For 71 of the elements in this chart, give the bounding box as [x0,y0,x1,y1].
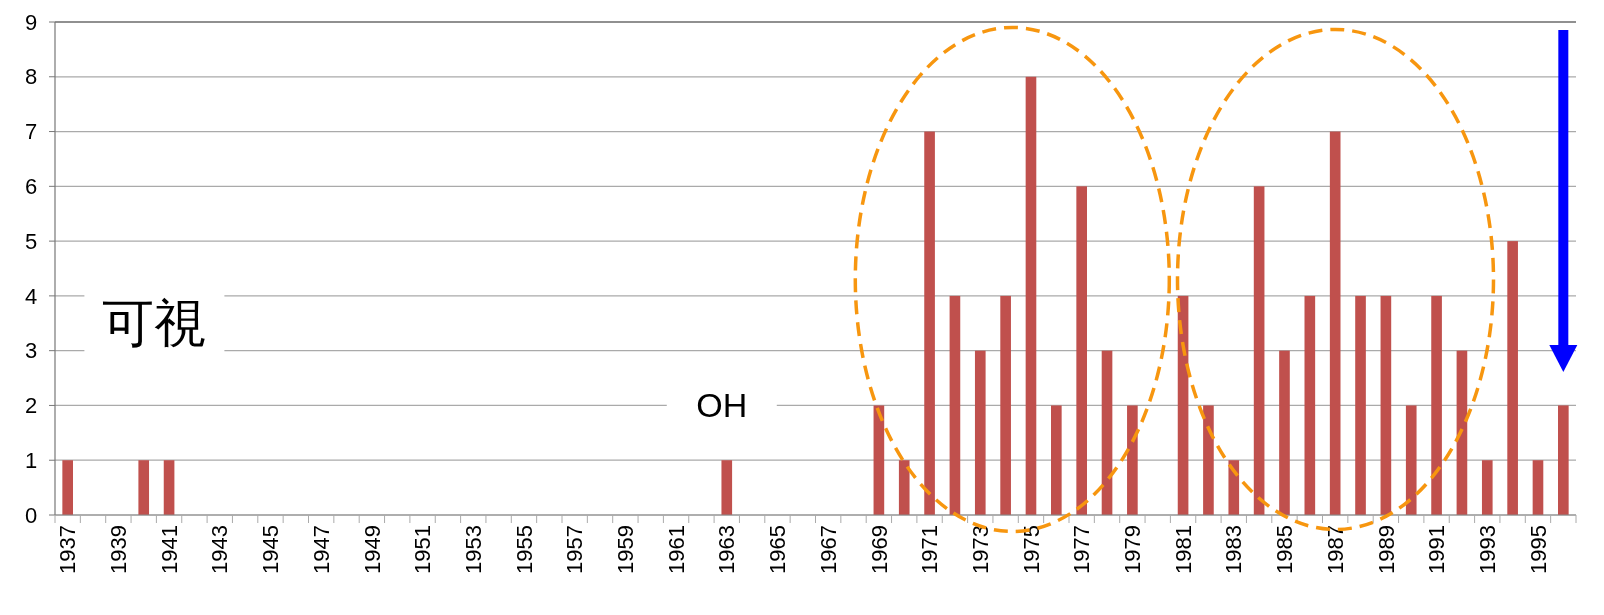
bar [1127,405,1138,515]
x-tick-label: 1959 [613,525,639,574]
x-tick-label: 1981 [1170,525,1196,574]
bar [1228,460,1240,515]
bar [949,295,961,515]
bar [1304,295,1316,515]
bar [1431,295,1442,515]
x-tick-label: 1965 [765,525,791,574]
bar [1025,76,1037,515]
x-tick-label: 1987 [1322,525,1348,574]
x-tick-label: 1941 [156,525,182,574]
bar [1380,295,1392,515]
x-tick-label: 1973 [967,525,993,574]
bar [1456,350,1468,515]
x-tick-label: 1985 [1272,525,1298,574]
x-tick-label: 1947 [308,525,334,574]
y-tick-label: 4 [24,283,38,309]
y-tick-label: 7 [24,119,38,145]
bar [1101,350,1113,515]
x-tick-label: 1967 [815,525,841,574]
x-tick-label: 1955 [511,525,537,574]
bar [1253,186,1265,515]
x-tick-label: 1991 [1424,525,1450,574]
bar [1203,405,1214,515]
x-tick-label: 1939 [106,525,132,574]
bar [1000,295,1011,515]
bar [163,460,175,515]
y-tick-label: 6 [24,174,38,200]
bar [1329,131,1341,515]
x-tick-label: 1957 [562,525,588,574]
bar [138,460,150,515]
x-tick-label: 1983 [1221,525,1247,574]
y-tick-label: 2 [24,393,38,419]
bar [898,460,910,515]
x-tick-label: 1945 [258,525,284,574]
x-tick-label: 1977 [1069,525,1095,574]
bar [974,350,986,515]
bar [1558,405,1569,515]
x-tick-label: 1969 [866,525,892,574]
x-tick-label: 1951 [410,525,436,574]
x-tick-label: 1963 [714,525,740,574]
bar [1279,350,1290,515]
annotation: 可視 [102,294,207,353]
x-tick-label: 1961 [663,525,689,574]
bar [1355,295,1366,515]
x-tick-label: 1989 [1373,525,1399,574]
x-tick-label: 1953 [460,525,486,574]
y-tick-label: 0 [24,502,38,528]
bar [1481,460,1493,515]
annotation: OH [696,386,748,425]
x-tick-label: 1971 [917,525,943,574]
x-tick-label: 1993 [1474,525,1500,574]
bar [1405,405,1417,515]
y-tick-label: 8 [24,64,38,90]
bar [1051,405,1062,515]
x-tick-label: 1949 [359,525,385,574]
bar [1507,241,1518,515]
y-tick-label: 9 [24,9,38,35]
x-tick-label: 1995 [1525,525,1551,574]
bar [1076,186,1087,515]
y-tick-label: 1 [24,447,38,473]
y-tick-label: 5 [24,228,38,254]
bar [62,460,73,515]
bar [721,460,733,515]
x-tick-label: 1979 [1120,525,1146,574]
x-tick-label: 1937 [55,525,81,574]
bar [924,131,935,515]
x-tick-label: 1943 [207,525,233,574]
bar [1532,460,1544,515]
x-tick-label: 1975 [1018,525,1044,574]
y-tick-label: 3 [24,338,38,364]
